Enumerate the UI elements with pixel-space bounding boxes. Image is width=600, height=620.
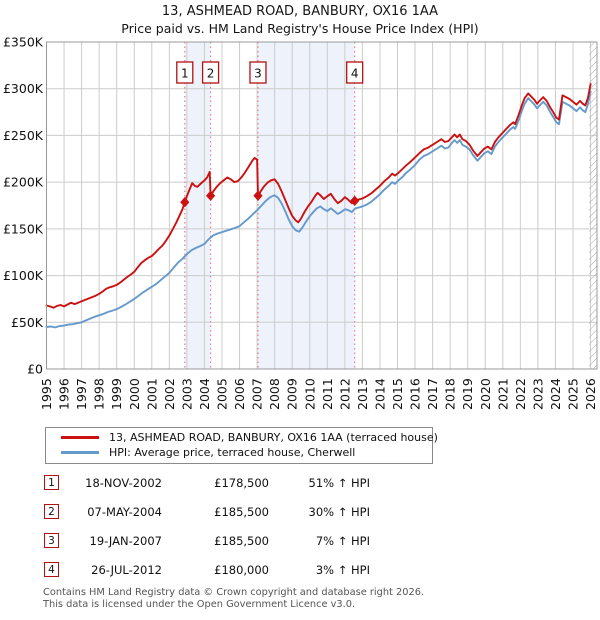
transaction-hpi-delta: 30% ↑ HPI — [308, 504, 370, 519]
svg-text:1999: 1999 — [109, 378, 124, 410]
svg-text:3: 3 — [254, 67, 262, 81]
transaction-number-badge: 1 — [44, 475, 59, 490]
transaction-date: 18-NOV-2002 — [85, 475, 162, 490]
svg-text:2005: 2005 — [215, 378, 230, 410]
table-row: 1 18-NOV-2002 £178,500 51% ↑ HPI — [44, 474, 370, 491]
price-chart: £0 £50K £100K £150K £200K £250K £300K £350K 1 2 3 4… — [3, 35, 598, 411]
svg-text:2015: 2015 — [390, 378, 405, 410]
svg-text:2016: 2016 — [408, 378, 423, 410]
blue-line-swatch — [61, 451, 99, 454]
legend-label-hpi: HPI: Average price, terraced house, Cher… — [109, 446, 356, 459]
chart-legend: 13, ASHMEAD ROAD, BANBURY, OX16 1AA (ter… — [45, 427, 438, 464]
transaction-number-badge: 2 — [44, 504, 59, 519]
svg-text:2008: 2008 — [267, 378, 282, 410]
svg-text:2000: 2000 — [127, 378, 142, 410]
footer-line-1: Contains HM Land Registry data © Crown c… — [43, 587, 425, 598]
svg-text:£100K: £100K — [3, 268, 44, 283]
svg-text:2: 2 — [207, 67, 215, 81]
red-line-swatch — [61, 436, 99, 439]
svg-text:2019: 2019 — [460, 378, 475, 410]
svg-text:£300K: £300K — [3, 81, 44, 96]
legend-item-price: 13, ASHMEAD ROAD, BANBURY, OX16 1AA (ter… — [46, 430, 438, 445]
svg-text:2011: 2011 — [320, 378, 335, 410]
svg-text:4: 4 — [351, 67, 359, 81]
svg-text:2026: 2026 — [583, 378, 598, 410]
transaction-number-badge: 4 — [44, 562, 59, 577]
legend-label-price: 13, ASHMEAD ROAD, BANBURY, OX16 1AA (ter… — [109, 431, 438, 444]
transaction-price: £178,500 — [214, 475, 269, 490]
table-row: 3 19-JAN-2007 £185,500 7% ↑ HPI — [44, 532, 370, 549]
transactions-table: 1 18-NOV-2002 £178,500 51% ↑ HPI 2 07-MA… — [44, 474, 370, 590]
transaction-price: £185,500 — [214, 533, 269, 548]
transaction-hpi-delta: 3% ↑ HPI — [315, 562, 370, 577]
svg-text:2003: 2003 — [179, 378, 194, 410]
svg-text:2006: 2006 — [232, 378, 247, 410]
svg-text:1995: 1995 — [39, 378, 54, 410]
svg-text:2020: 2020 — [478, 378, 493, 410]
svg-text:2001: 2001 — [144, 378, 159, 410]
page-subtitle: Price paid vs. HM Land Registry's House … — [121, 21, 479, 36]
svg-text:2022: 2022 — [513, 378, 528, 410]
svg-text:2012: 2012 — [337, 378, 352, 410]
svg-text:1997: 1997 — [74, 378, 89, 410]
svg-text:1998: 1998 — [92, 378, 107, 410]
svg-text:2009: 2009 — [285, 378, 300, 410]
transaction-hpi-delta: 7% ↑ HPI — [315, 533, 370, 548]
svg-text:2010: 2010 — [302, 378, 317, 410]
svg-text:2018: 2018 — [443, 378, 458, 410]
svg-text:2023: 2023 — [530, 378, 545, 410]
svg-text:£250K: £250K — [3, 128, 44, 143]
svg-text:1: 1 — [181, 67, 189, 81]
table-row: 2 07-MAY-2004 £185,500 30% ↑ HPI — [44, 503, 370, 520]
svg-text:2007: 2007 — [250, 378, 265, 410]
transaction-date: 07-MAY-2004 — [87, 504, 162, 519]
footer-line-2: This data is licensed under the Open Gov… — [43, 598, 356, 610]
svg-text:1996: 1996 — [57, 378, 72, 410]
svg-text:£50K: £50K — [11, 315, 44, 330]
transaction-number-badge: 3 — [44, 533, 59, 548]
page-title: 13, ASHMEAD ROAD, BANBURY, OX16 1AA — [161, 4, 439, 19]
svg-text:2017: 2017 — [425, 378, 440, 410]
svg-text:2004: 2004 — [197, 378, 212, 410]
license-footer: Contains HM Land Registry data © Crown c… — [43, 587, 424, 610]
svg-text:2002: 2002 — [162, 378, 177, 410]
svg-text:£0: £0 — [27, 362, 43, 377]
svg-text:2014: 2014 — [372, 378, 387, 410]
svg-text:£350K: £350K — [3, 35, 44, 50]
transaction-price: £180,000 — [214, 562, 269, 577]
svg-text:£150K: £150K — [3, 221, 44, 236]
legend-item-hpi: HPI: Average price, terraced house, Cher… — [46, 445, 432, 460]
svg-text:2021: 2021 — [495, 378, 510, 410]
svg-text:2013: 2013 — [355, 378, 370, 410]
svg-text:£200K: £200K — [3, 175, 44, 190]
svg-text:2025: 2025 — [566, 378, 581, 410]
transaction-date: 19-JAN-2007 — [89, 533, 163, 548]
transaction-date: 26-JUL-2012 — [91, 562, 162, 577]
svg-text:2024: 2024 — [548, 378, 563, 410]
transaction-hpi-delta: 51% ↑ HPI — [308, 475, 370, 490]
table-row: 4 26-JUL-2012 £180,000 3% ↑ HPI — [44, 561, 370, 578]
transaction-price: £185,500 — [214, 504, 269, 519]
